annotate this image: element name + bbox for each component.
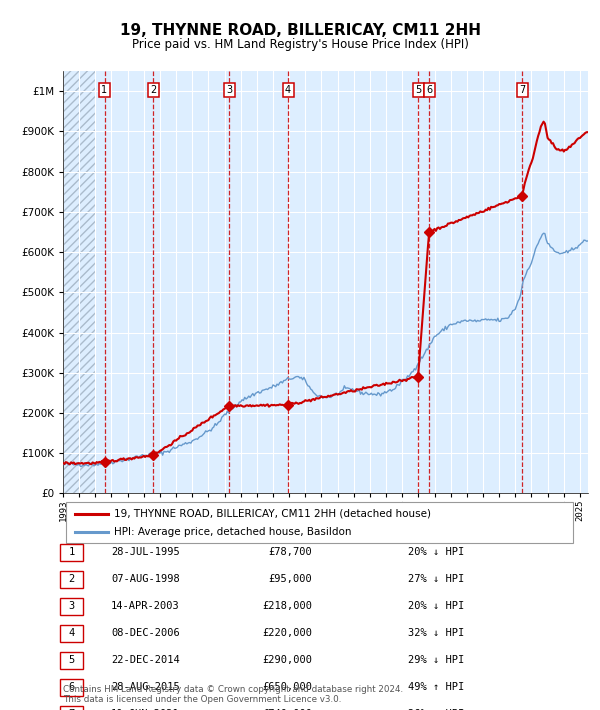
Text: £220,000: £220,000 <box>262 628 312 638</box>
Text: Price paid vs. HM Land Registry's House Price Index (HPI): Price paid vs. HM Land Registry's House … <box>131 38 469 50</box>
Text: 26% ↑ HPI: 26% ↑ HPI <box>408 709 464 710</box>
Text: 29% ↓ HPI: 29% ↓ HPI <box>408 655 464 665</box>
Text: 19, THYNNE ROAD, BILLERICAY, CM11 2HH: 19, THYNNE ROAD, BILLERICAY, CM11 2HH <box>119 23 481 38</box>
Text: 7: 7 <box>68 709 74 710</box>
Text: 4: 4 <box>68 628 74 638</box>
Text: £218,000: £218,000 <box>262 601 312 611</box>
Text: 4: 4 <box>285 85 291 95</box>
Text: 7: 7 <box>519 85 526 95</box>
Text: 5: 5 <box>415 85 421 95</box>
Text: 20% ↓ HPI: 20% ↓ HPI <box>408 601 464 611</box>
Text: 2: 2 <box>68 574 74 584</box>
Text: Contains HM Land Registry data © Crown copyright and database right 2024.
This d: Contains HM Land Registry data © Crown c… <box>63 685 403 704</box>
Text: 1: 1 <box>101 85 107 95</box>
Text: 10-JUN-2021: 10-JUN-2021 <box>111 709 180 710</box>
Text: HPI: Average price, detached house, Basildon: HPI: Average price, detached house, Basi… <box>114 527 352 537</box>
Text: £740,000: £740,000 <box>262 709 312 710</box>
Text: 19, THYNNE ROAD, BILLERICAY, CM11 2HH (detached house): 19, THYNNE ROAD, BILLERICAY, CM11 2HH (d… <box>114 508 431 518</box>
Text: 2: 2 <box>151 85 157 95</box>
Text: £78,700: £78,700 <box>268 547 312 557</box>
Text: 27% ↓ HPI: 27% ↓ HPI <box>408 574 464 584</box>
Text: 32% ↓ HPI: 32% ↓ HPI <box>408 628 464 638</box>
Text: 22-DEC-2014: 22-DEC-2014 <box>111 655 180 665</box>
Text: 6: 6 <box>426 85 432 95</box>
Text: £290,000: £290,000 <box>262 655 312 665</box>
Text: 3: 3 <box>68 601 74 611</box>
Text: £650,000: £650,000 <box>262 682 312 692</box>
Text: 07-AUG-1998: 07-AUG-1998 <box>111 574 180 584</box>
Text: 08-DEC-2006: 08-DEC-2006 <box>111 628 180 638</box>
Bar <box>63 71 95 493</box>
Text: £95,000: £95,000 <box>268 574 312 584</box>
Text: 5: 5 <box>68 655 74 665</box>
Text: 28-AUG-2015: 28-AUG-2015 <box>111 682 180 692</box>
Text: 3: 3 <box>226 85 232 95</box>
Text: 6: 6 <box>68 682 74 692</box>
Text: 28-JUL-1995: 28-JUL-1995 <box>111 547 180 557</box>
Text: 49% ↑ HPI: 49% ↑ HPI <box>408 682 464 692</box>
Text: 1: 1 <box>68 547 74 557</box>
Text: 20% ↓ HPI: 20% ↓ HPI <box>408 547 464 557</box>
Text: 14-APR-2003: 14-APR-2003 <box>111 601 180 611</box>
